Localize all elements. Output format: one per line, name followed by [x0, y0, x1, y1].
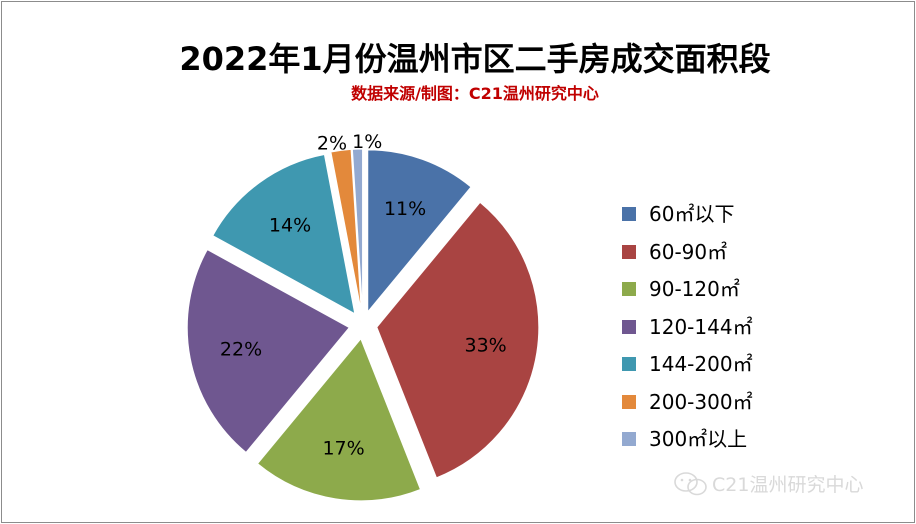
legend-label: 200-300㎡ [649, 389, 753, 414]
pie-slice [212, 153, 356, 315]
legend-swatch [622, 282, 636, 296]
pie-slice [256, 337, 422, 502]
legend-label: 120-144㎡ [649, 314, 753, 339]
wechat-icon [674, 472, 707, 496]
slice-data-label: 2% [317, 132, 347, 154]
legend-label: 60㎡以下 [649, 202, 735, 226]
legend-swatch [622, 207, 636, 221]
slice-data-label: 14% [269, 215, 311, 237]
legend-swatch [622, 394, 636, 409]
slice-data-label: 33% [465, 334, 507, 356]
legend-swatch [622, 357, 636, 371]
pie-slice [330, 148, 362, 312]
watermark-text: C21温州研究中心 [712, 474, 864, 496]
chart-subtitle: 数据来源/制图：C21温州研究中心 [351, 84, 599, 103]
pie-slice [376, 201, 540, 479]
legend-label: 60-90㎡ [649, 239, 728, 264]
legend-swatch [622, 319, 636, 334]
legend-label: 90-120㎡ [649, 277, 740, 301]
slice-data-label: 11% [384, 198, 426, 220]
pie-slice [367, 149, 472, 314]
legend-label: 144-200㎡ [649, 352, 753, 376]
pie-slice [186, 248, 351, 454]
slice-data-label: 17% [322, 438, 364, 460]
legend-label: 300㎡以上 [649, 427, 748, 451]
legend-swatch [622, 244, 636, 259]
chart-title: 2022年1月份温州市区二手房成交面积段 [179, 40, 771, 78]
slice-data-label: 22% [220, 338, 262, 360]
slice-data-label: 1% [352, 131, 382, 153]
pie-slice [351, 148, 364, 312]
legend-swatch [622, 432, 636, 446]
